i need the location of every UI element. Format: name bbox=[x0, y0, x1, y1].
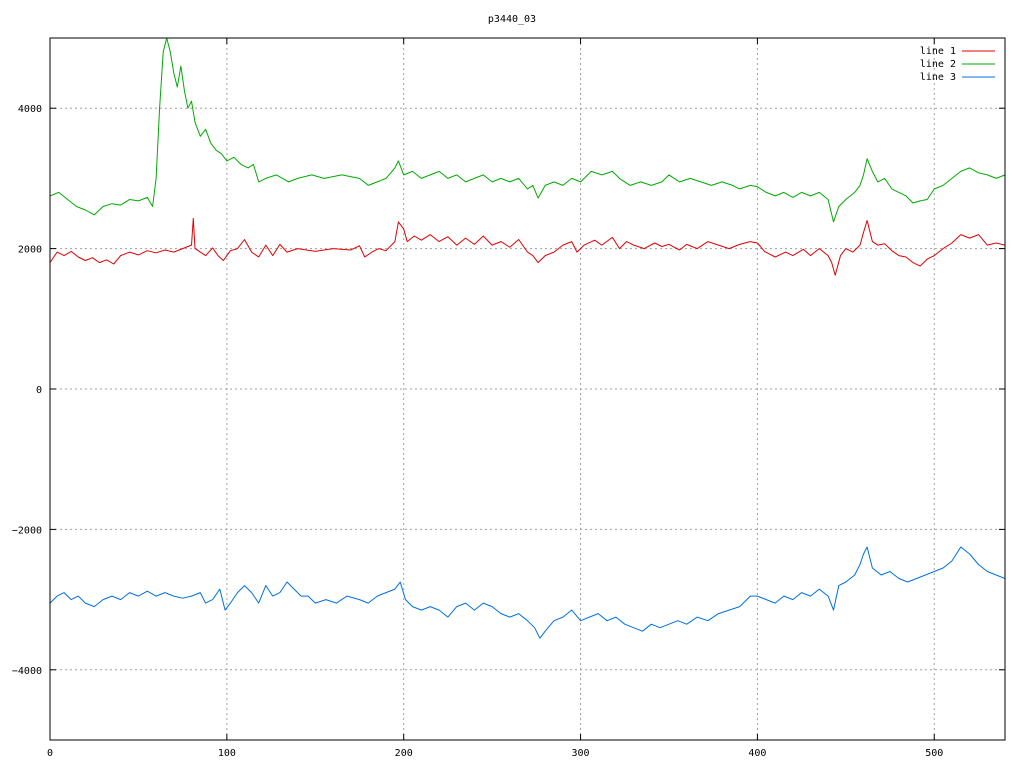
y-tick-label-0: −4000 bbox=[12, 666, 42, 677]
legend: line 1 line 2 line 3 bbox=[920, 46, 995, 83]
legend-label-2: line 2 bbox=[920, 59, 956, 70]
series-lines bbox=[50, 38, 1005, 639]
axis-ticks: 0 100 200 300 400 500 −4000 −2000 0 2000 4000 bbox=[12, 38, 1005, 759]
x-tick-label-5: 500 bbox=[925, 748, 943, 759]
grid-lines bbox=[50, 38, 1005, 740]
x-tick-label-2: 200 bbox=[395, 748, 413, 759]
x-tick-label-0: 0 bbox=[47, 748, 53, 759]
y-tick-label-1: −2000 bbox=[12, 525, 42, 536]
series-line-1 bbox=[50, 217, 1005, 276]
series-line-3 bbox=[50, 546, 1005, 639]
x-tick-label-4: 400 bbox=[748, 748, 766, 759]
x-tick-label-1: 100 bbox=[218, 748, 236, 759]
x-tick-label-3: 300 bbox=[572, 748, 590, 759]
chart-title: p3440_03 bbox=[488, 14, 536, 25]
y-tick-label-2: 0 bbox=[36, 385, 42, 396]
legend-label-1: line 1 bbox=[920, 46, 956, 57]
y-tick-label-3: 2000 bbox=[18, 245, 42, 256]
y-tick-label-4: 4000 bbox=[18, 104, 42, 115]
legend-label-3: line 3 bbox=[920, 72, 956, 83]
series-line-2 bbox=[50, 38, 1005, 223]
